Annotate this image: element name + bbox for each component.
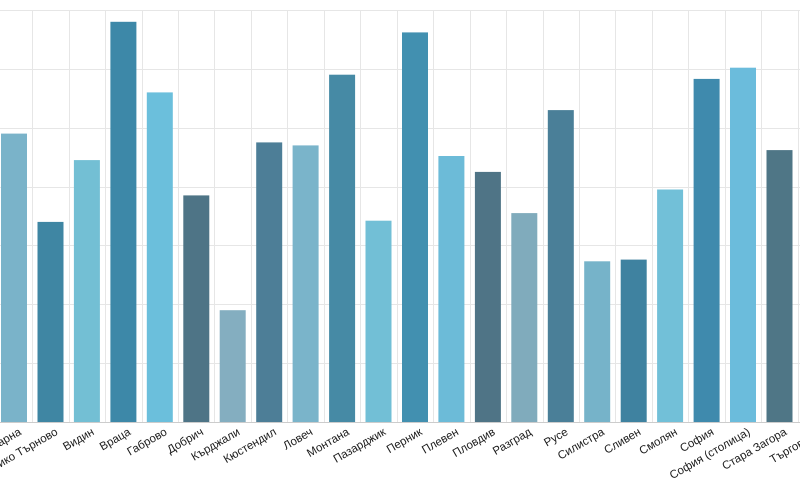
bar	[73, 160, 100, 422]
bar	[438, 156, 465, 422]
bar	[365, 220, 392, 422]
x-tick-label: Пловдив	[451, 426, 497, 460]
bar	[183, 195, 210, 422]
x-tick-label: Разград	[491, 426, 534, 458]
x-tick-label: Смолян	[638, 426, 680, 457]
bar	[329, 74, 356, 422]
bar	[584, 261, 611, 422]
bar	[730, 67, 756, 422]
bar	[292, 145, 319, 422]
bar	[474, 171, 501, 422]
bar-series	[1, 21, 793, 423]
x-tick-label: Сливен	[602, 426, 643, 456]
x-tick-label: Видин	[61, 426, 96, 453]
x-tick-label: Перник	[385, 426, 425, 456]
bar	[766, 150, 793, 422]
bar	[110, 21, 137, 423]
bar	[1, 133, 27, 422]
bar	[511, 213, 538, 422]
bar	[256, 142, 283, 422]
bar	[547, 110, 574, 422]
bar	[37, 221, 64, 422]
bar	[657, 189, 684, 422]
bar	[620, 259, 647, 422]
x-tick-label: Габрово	[125, 426, 169, 458]
bar	[146, 92, 173, 423]
bar	[402, 32, 428, 423]
bar	[693, 78, 720, 423]
bar	[219, 310, 246, 422]
